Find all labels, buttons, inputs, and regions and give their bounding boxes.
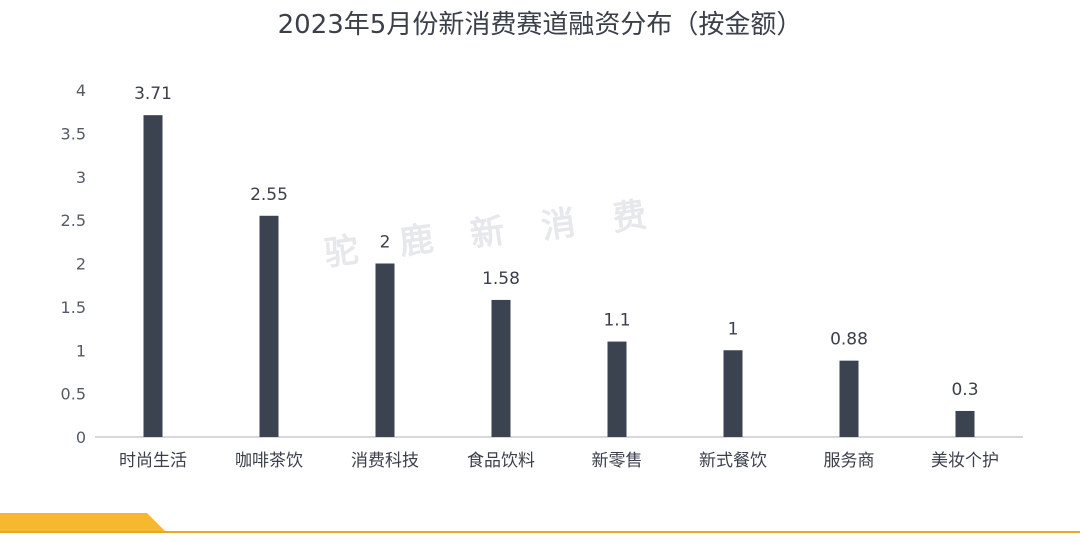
category-label: 服务商 xyxy=(824,451,875,471)
bar xyxy=(259,215,279,437)
y-tick-label: 4 xyxy=(76,81,86,100)
bars xyxy=(143,115,975,437)
bar xyxy=(375,263,395,437)
y-axis-ticks: 0 0.5 1 1.5 2 2.5 3 3.5 4 xyxy=(61,81,86,447)
value-label: 1 xyxy=(728,319,739,339)
value-label: 2 xyxy=(380,233,391,253)
bar xyxy=(491,299,511,437)
watermark-glyph: 费 xyxy=(610,195,649,239)
footer-band xyxy=(0,513,1080,533)
category-label: 时尚生活 xyxy=(119,451,187,471)
category-label: 食品饮料 xyxy=(467,451,535,471)
y-tick-label: 1 xyxy=(76,341,86,360)
category-labels: 时尚生活 咖啡茶饮 消费科技 食品饮料 新零售 新式餐饮 服务商 美妆个护 xyxy=(119,451,999,471)
value-label: 2.55 xyxy=(250,185,288,205)
value-labels: 3.71 2.55 2 1.58 1.1 1 0.88 0.3 xyxy=(134,84,978,400)
bar xyxy=(723,350,743,437)
y-tick-label: 3.5 xyxy=(61,124,86,143)
category-label: 咖啡茶饮 xyxy=(235,451,303,471)
category-label: 消费科技 xyxy=(351,451,419,471)
y-tick-label: 2.5 xyxy=(61,211,86,230)
bar xyxy=(143,115,163,437)
value-label: 1.1 xyxy=(603,311,630,331)
bar xyxy=(839,360,859,437)
bar xyxy=(955,410,975,437)
y-tick-label: 0 xyxy=(76,428,86,447)
bar xyxy=(607,341,627,437)
value-label: 0.88 xyxy=(830,330,868,350)
y-tick-label: 1.5 xyxy=(61,298,86,317)
category-label: 新零售 xyxy=(592,451,643,471)
chart-title: 2023年5月份新消费赛道融资分布（按金额） xyxy=(278,10,803,40)
watermark-glyph: 驼 xyxy=(322,230,361,274)
watermark: 驼鹿新消费 xyxy=(322,195,649,274)
y-tick-label: 2 xyxy=(76,255,86,274)
category-label: 美妆个护 xyxy=(931,451,999,471)
category-label: 新式餐饮 xyxy=(699,451,767,471)
watermark-glyph: 新 xyxy=(468,211,507,255)
watermark-glyph: 鹿 xyxy=(397,219,436,263)
value-label: 1.58 xyxy=(482,269,520,289)
y-tick-label: 0.5 xyxy=(61,385,86,404)
value-label: 0.3 xyxy=(951,380,978,400)
footer-accent-shape xyxy=(0,513,165,531)
value-label: 3.71 xyxy=(134,84,172,104)
y-tick-label: 3 xyxy=(76,168,86,187)
watermark-glyph: 消 xyxy=(539,203,578,247)
